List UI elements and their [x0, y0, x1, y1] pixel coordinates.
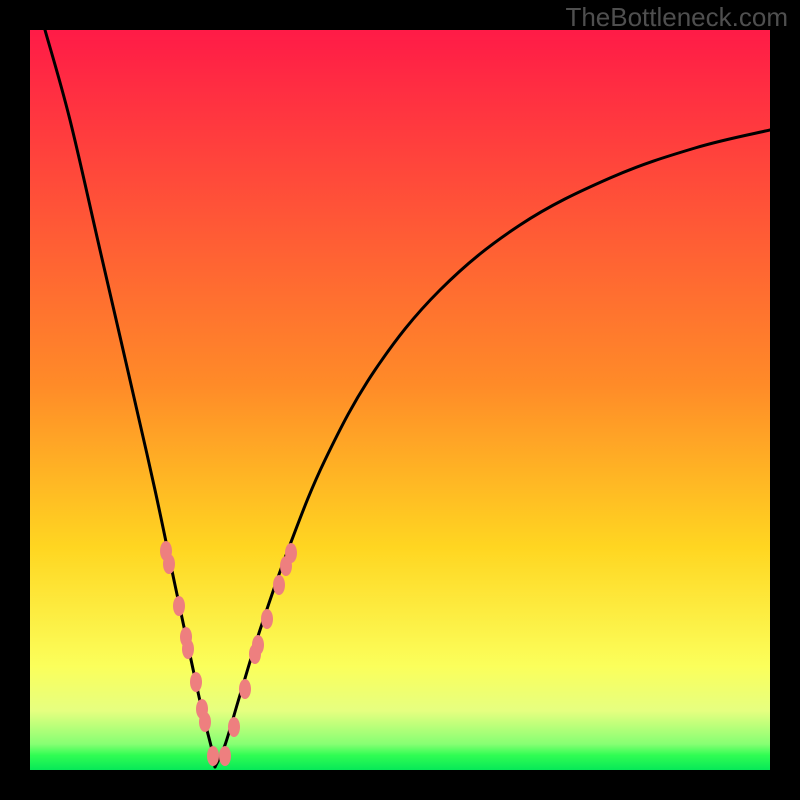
curve-right-branch	[215, 130, 770, 767]
data-marker	[219, 746, 231, 766]
data-marker	[261, 609, 273, 629]
data-marker	[285, 543, 297, 563]
data-marker	[207, 746, 219, 766]
curve-svg	[30, 30, 770, 770]
data-marker	[163, 554, 175, 574]
data-marker	[173, 596, 185, 616]
data-marker	[182, 639, 194, 659]
data-marker	[239, 679, 251, 699]
data-marker	[228, 717, 240, 737]
data-marker	[190, 672, 202, 692]
data-marker	[252, 635, 264, 655]
chart-plot-area	[30, 30, 770, 770]
data-marker	[273, 575, 285, 595]
watermark-text: TheBottleneck.com	[565, 2, 788, 33]
data-marker	[199, 712, 211, 732]
chart-outer: TheBottleneck.com	[0, 0, 800, 800]
